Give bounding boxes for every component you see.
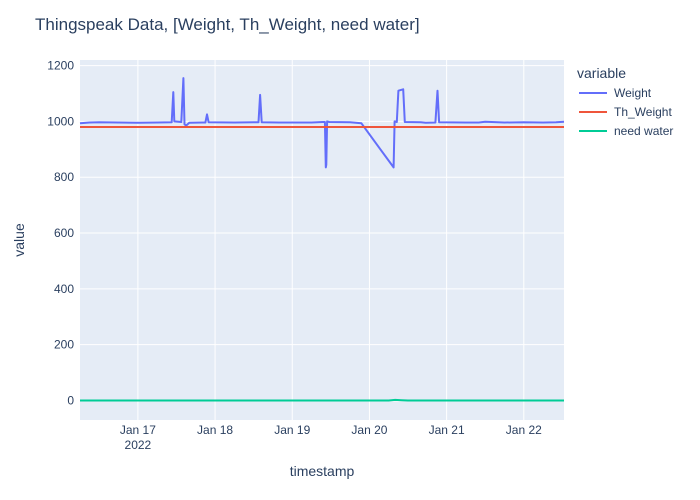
y-tick-label: 200 (54, 338, 74, 352)
y-tick-label: 0 (67, 393, 74, 407)
x-tick-label: Jan 19 (274, 423, 310, 437)
legend-item-label: Th_Weight (614, 105, 672, 119)
y-tick-label: 1000 (47, 114, 74, 128)
series-lines (79, 77, 565, 402)
x-tick-label: Jan 20 (351, 423, 387, 437)
x-tick-sublabel: 2022 (125, 438, 152, 452)
x-tick-label: Jan 18 (197, 423, 233, 437)
x-axis-label: timestamp (290, 463, 355, 479)
y-tick-label: 600 (54, 226, 74, 240)
x-tick-label: Jan 22 (506, 423, 542, 437)
y-tick-label: 1200 (47, 59, 74, 73)
y-tick-label: 400 (54, 282, 74, 296)
series-line-weight (79, 77, 565, 169)
y-axis-label: value (11, 223, 27, 257)
y-tick-label: 800 (54, 170, 74, 184)
legend-item-label: Weight (614, 86, 652, 100)
series-line-need-water (80, 398, 564, 402)
chart-title: Thingspeak Data, [Weight, Th_Weight, nee… (35, 15, 420, 34)
legend-title: variable (577, 65, 626, 81)
y-axis-ticks: 0 200 400 600 800 1000 1200 (47, 59, 74, 408)
legend-item-label: need water (614, 124, 673, 138)
plot-area (80, 60, 564, 420)
x-tick-label: Jan 21 (429, 423, 465, 437)
x-tick-label: Jan 17 (120, 423, 156, 437)
